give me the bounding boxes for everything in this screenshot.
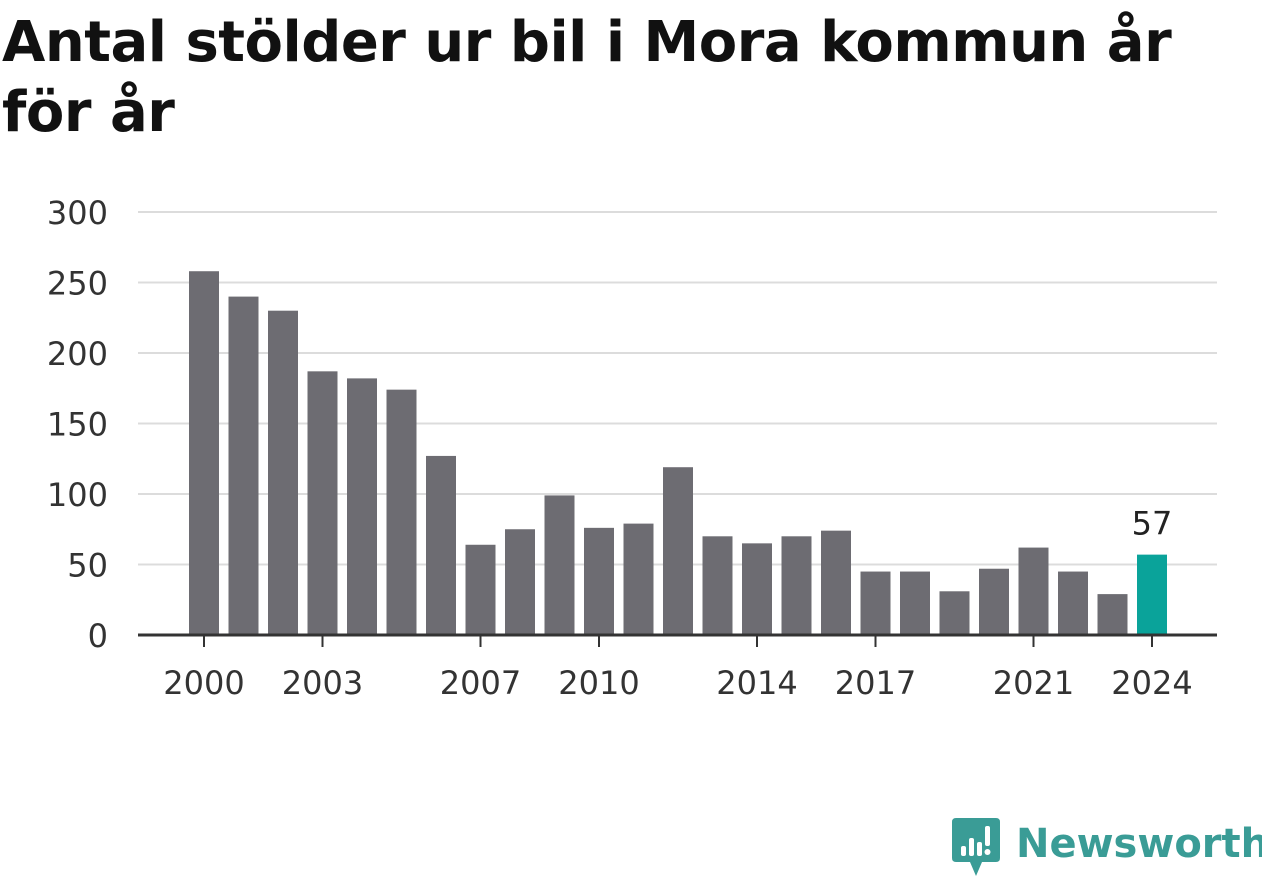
y-tick-label: 200 [47,335,108,373]
bar-2024 [1137,554,1167,635]
bar-2006 [426,455,456,635]
y-tick-label: 100 [47,476,108,514]
bar-2007 [465,544,496,635]
bar-2015 [781,536,812,635]
bar-2001 [228,296,259,635]
y-tick-label: 50 [67,547,108,585]
y-tick-label: 0 [88,617,108,655]
bar-2022 [1058,571,1088,635]
bar-2020 [979,568,1009,635]
data-label: 57 [1132,505,1173,543]
bar-2004 [347,378,377,635]
y-tick-label: 250 [47,265,108,303]
brand-name: Newsworthy [1016,821,1262,867]
bar-2000 [189,271,219,635]
bar-2017 [860,571,891,635]
chart-title: Antal stölder ur bil i Mora kommun år fö… [2,10,1172,145]
x-tick-label: 2014 [716,664,797,702]
newsworthy-logo-icon [952,818,1000,876]
x-axis: 2000 2003 2007 2010 2014 2017 2021 2024 [138,633,1217,702]
y-tick-label: 300 [47,194,108,232]
x-tick-label: 2021 [993,664,1074,702]
bars: 57 [189,271,1172,635]
x-tick-label: 2024 [1111,664,1192,702]
bar-2023 [1097,594,1128,635]
bar-2002 [268,310,298,635]
newsworthy-brand: Newsworthy [952,818,1262,880]
bar-2003 [307,371,338,635]
bar-2009 [544,495,575,635]
x-tick-label: 2007 [440,664,521,702]
bar-2021 [1018,547,1049,635]
bar-2012 [663,467,693,635]
bar-2010 [584,527,614,635]
y-tick-label: 150 [47,406,108,444]
bar-2018 [900,571,930,635]
x-tick-label: 2010 [558,664,639,702]
bar-2005 [386,389,417,635]
x-tick-label: 2000 [163,664,244,702]
bar-2019 [939,591,970,635]
bar-2013 [702,536,733,635]
bar-2008 [505,529,535,635]
bar-2014 [742,543,772,635]
x-tick-label: 2003 [282,664,363,702]
bar-2016 [821,530,851,635]
x-tick-label: 2017 [835,664,916,702]
bar-2011 [623,523,654,635]
y-axis: 0 50 100 150 200 250 300 [47,194,108,655]
